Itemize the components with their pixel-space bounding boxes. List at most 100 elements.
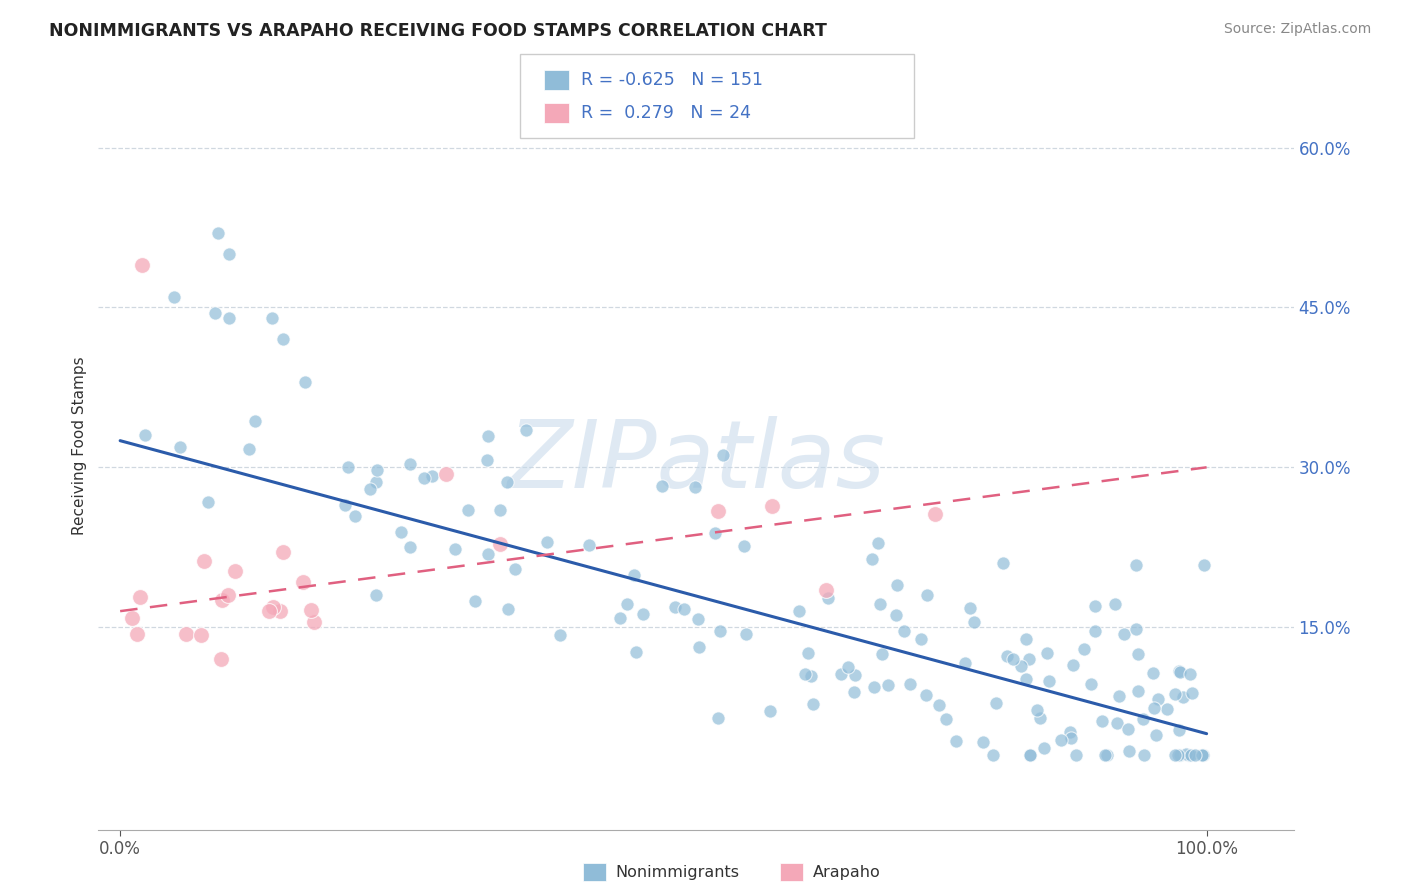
Point xyxy=(1116,722,1139,736)
Point xyxy=(1084,599,1107,614)
Point xyxy=(870,647,893,661)
Point xyxy=(496,475,519,489)
Point xyxy=(609,611,631,625)
Point xyxy=(706,504,728,518)
Point xyxy=(1029,711,1052,725)
Point xyxy=(489,503,512,517)
Point xyxy=(761,500,783,514)
Point xyxy=(294,375,316,389)
Point xyxy=(257,604,280,618)
Point xyxy=(704,526,727,541)
Text: R =  0.279   N = 24: R = 0.279 N = 24 xyxy=(581,104,751,122)
Point xyxy=(1036,646,1059,660)
Point xyxy=(1094,747,1116,762)
Point xyxy=(224,564,246,578)
Point xyxy=(134,428,156,442)
Point xyxy=(1019,747,1042,762)
Point xyxy=(734,627,756,641)
Point xyxy=(711,449,734,463)
Point xyxy=(981,747,1004,762)
Point xyxy=(1108,690,1130,704)
Text: R = -0.625   N = 151: R = -0.625 N = 151 xyxy=(581,71,762,89)
Point xyxy=(1050,732,1073,747)
Point xyxy=(291,574,314,589)
Point xyxy=(337,460,360,475)
Point xyxy=(1125,558,1147,573)
Point xyxy=(869,597,891,611)
Point xyxy=(496,602,519,616)
Point xyxy=(389,524,412,539)
Point xyxy=(1015,632,1038,647)
Point xyxy=(1167,723,1189,737)
Point xyxy=(1010,658,1032,673)
Point xyxy=(733,539,755,553)
Point xyxy=(131,258,153,272)
Point xyxy=(399,457,422,471)
Point xyxy=(271,333,294,347)
Point xyxy=(1104,598,1126,612)
Point xyxy=(299,603,322,617)
Point xyxy=(1178,747,1201,762)
Point xyxy=(884,607,907,622)
Point xyxy=(626,645,648,659)
Point xyxy=(1062,657,1084,672)
Point xyxy=(262,311,284,326)
Point xyxy=(190,628,212,642)
Point xyxy=(204,306,226,320)
Point xyxy=(945,734,967,748)
Point xyxy=(876,678,898,692)
Point xyxy=(623,568,645,582)
Point xyxy=(963,615,986,629)
Point xyxy=(1174,747,1197,762)
Point xyxy=(1191,747,1213,762)
Point xyxy=(477,548,499,562)
Point xyxy=(972,734,994,748)
Point xyxy=(578,538,600,552)
Point xyxy=(359,482,381,496)
Point xyxy=(218,311,240,326)
Point xyxy=(238,442,260,456)
Point xyxy=(1180,747,1202,762)
Point xyxy=(413,471,436,485)
Point xyxy=(616,597,638,611)
Point xyxy=(1091,714,1114,729)
Point xyxy=(464,594,486,608)
Point xyxy=(1105,715,1128,730)
Point xyxy=(924,507,946,521)
Point xyxy=(1144,728,1167,742)
Point xyxy=(457,503,479,517)
Point xyxy=(1001,651,1024,665)
Point xyxy=(801,697,824,711)
Point xyxy=(664,599,686,614)
Point xyxy=(443,542,465,557)
Point xyxy=(842,685,865,699)
Point xyxy=(868,535,890,549)
Text: ZIPatlas: ZIPatlas xyxy=(508,416,884,507)
Point xyxy=(993,557,1015,571)
Point xyxy=(1118,744,1140,758)
Point xyxy=(797,646,820,660)
Point xyxy=(673,602,696,616)
Point xyxy=(1164,747,1187,762)
Point xyxy=(815,583,838,598)
Point xyxy=(1033,740,1056,755)
Point xyxy=(817,591,839,606)
Point xyxy=(209,652,232,666)
Text: Nonimmigrants: Nonimmigrants xyxy=(616,865,740,880)
Point xyxy=(163,290,186,304)
Y-axis label: Receiving Food Stamps: Receiving Food Stamps xyxy=(72,357,87,535)
Point xyxy=(477,429,499,443)
Point xyxy=(688,640,710,654)
Point xyxy=(364,588,387,602)
Point xyxy=(128,591,150,605)
Point xyxy=(273,545,295,559)
Point xyxy=(910,632,932,646)
Point xyxy=(793,666,815,681)
Point xyxy=(1168,665,1191,679)
Point xyxy=(434,467,457,481)
Point xyxy=(207,226,229,240)
Point xyxy=(1133,747,1156,762)
Point xyxy=(211,592,233,607)
Point xyxy=(1178,666,1201,681)
Point xyxy=(860,552,883,566)
